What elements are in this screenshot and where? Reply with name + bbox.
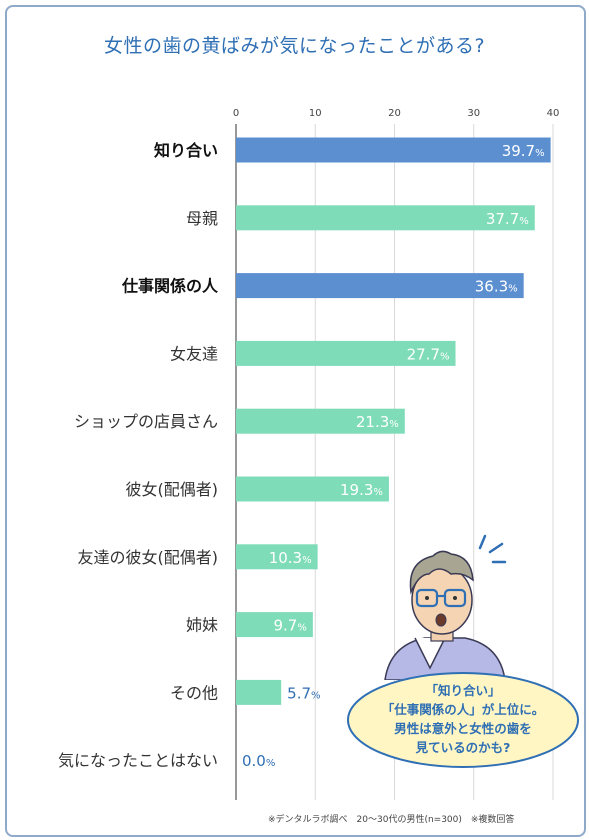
bar — [236, 408, 405, 434]
category-label: 女友達 — [170, 344, 218, 363]
glasses-icon — [415, 588, 467, 608]
bar — [236, 273, 524, 299]
category-label: 母親 — [186, 209, 218, 228]
data-label: 21.3% — [356, 413, 399, 431]
category-label: ショップの店員さん — [74, 412, 218, 431]
data-label: 27.7% — [407, 345, 450, 363]
x-tick-label: 30 — [467, 108, 480, 119]
bar — [236, 340, 456, 366]
category-label: その他 — [170, 683, 218, 702]
data-label: 10.3% — [269, 549, 312, 567]
x-tick-label: 20 — [388, 108, 401, 119]
footnote: ※デンタルラボ調べ 20〜30代の男性(n=300) ※複数回答 — [268, 815, 515, 825]
data-label: 37.7% — [486, 210, 529, 228]
bar — [236, 612, 313, 638]
bubble-line-4: 見ているのかも? — [415, 740, 511, 755]
category-label: 友達の彼女(配偶者) — [78, 548, 219, 567]
data-label: 39.7% — [502, 142, 545, 160]
category-label: 知り合い — [154, 141, 218, 160]
x-tick-label: 10 — [309, 108, 322, 119]
bar — [236, 205, 535, 231]
surprised-man-illustration — [384, 534, 507, 680]
bar — [236, 476, 389, 502]
comment-bubble: 「知り合い」 「仕事関係の人」が上位に。 男性は意外と女性の歯を 見ているのかも… — [345, 670, 581, 770]
x-tick-label: 40 — [547, 108, 560, 119]
bar — [236, 679, 282, 705]
category-label: 姉妹 — [186, 616, 218, 635]
category-label: 気になったことはない — [58, 751, 218, 770]
x-tick-label: 0 — [233, 108, 239, 119]
category-label: 彼女(配偶者) — [126, 480, 219, 499]
bar — [236, 137, 551, 163]
chart-title: 女性の歯の黄ばみが気になったことがある? — [103, 35, 486, 57]
data-label: 0.0% — [242, 752, 275, 770]
bubble-line-3: 男性は意外と女性の歯を — [394, 721, 532, 736]
bubble-line-1: 「知り合い」 — [425, 683, 501, 698]
data-label: 36.3% — [475, 278, 518, 296]
shock-marks-icon — [478, 534, 507, 564]
data-label: 5.7% — [287, 684, 320, 702]
bar — [236, 544, 318, 570]
data-label: 19.3% — [340, 481, 383, 499]
data-label: 9.7% — [273, 617, 306, 635]
category-label: 仕事関係の人 — [121, 277, 219, 296]
bubble-line-2: 「仕事関係の人」が上位に。 — [381, 702, 545, 717]
